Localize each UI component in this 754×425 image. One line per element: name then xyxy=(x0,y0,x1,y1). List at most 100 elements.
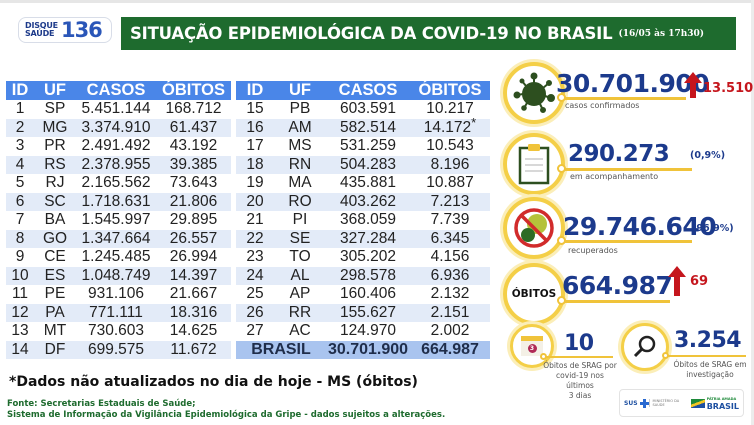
cell-casos: 1.245.485 xyxy=(81,248,151,266)
cell-casos: 1.718.631 xyxy=(76,192,156,211)
cell-obitos: 11.672 xyxy=(156,340,231,359)
cell-uf: AP xyxy=(289,285,311,303)
table-row: 25 AP 160.406 2.132 xyxy=(236,285,490,304)
cell-uf: RO xyxy=(274,192,326,211)
cell-id: 21 xyxy=(246,211,264,229)
table-row: 21 PI 368.059 7.739 xyxy=(236,211,490,230)
cell-uf: PI xyxy=(292,211,308,229)
cell-casos: 1.545.997 xyxy=(81,211,151,229)
srag-recent-label: Óbitos de SRAG por covid-19 nos últimos … xyxy=(542,361,618,401)
clipboard-icon xyxy=(518,144,550,185)
cell-id: 8 xyxy=(6,229,34,248)
cell-obitos: 6.936 xyxy=(410,266,490,285)
recovered-underline xyxy=(562,240,692,243)
deaths-underline xyxy=(562,300,670,303)
monitoring-label: em acompanhamento xyxy=(570,172,659,181)
cell-obitos: 26.557 xyxy=(156,229,231,248)
cell-id: 2 xyxy=(6,118,34,137)
cell-obitos: 21.667 xyxy=(169,285,218,303)
cell-obitos: 4.156 xyxy=(430,248,470,266)
cell-id: 6 xyxy=(6,192,34,211)
brasil-text: PÁTRIA AMADA BRASIL xyxy=(707,395,739,411)
table-row: 7 BA 1.545.997 29.895 xyxy=(6,211,231,230)
table-row: 12 PA 771.111 18.316 xyxy=(6,303,231,322)
cell-casos: 2.165.562 xyxy=(81,174,151,192)
col-header-uf: UF xyxy=(274,81,326,100)
srag-recent-underline xyxy=(545,356,613,358)
cell-uf: MT xyxy=(43,322,67,340)
cell-casos: 603.591 xyxy=(339,100,397,118)
cell-casos: 327.284 xyxy=(326,229,410,248)
table-row: 26 RR 155.627 2.151 xyxy=(236,303,490,322)
srag-recent-value: 10 xyxy=(564,331,594,356)
srag-investigation-icon-circle xyxy=(621,323,669,371)
cell-id: 10 xyxy=(6,266,34,285)
deaths-delta: 69 xyxy=(690,274,709,289)
monitoring-dot xyxy=(557,164,566,173)
srag-recent-label-line3: 3 dias xyxy=(568,391,592,400)
deaths-value: 664.987 xyxy=(562,271,673,300)
cell-obitos: 2.002 xyxy=(430,322,470,340)
cell-id: 19 xyxy=(246,174,264,192)
calendar-icon: 3 xyxy=(521,336,543,356)
cell-id: 11 xyxy=(11,285,29,303)
cell-id: 13 xyxy=(11,322,29,340)
cell-uf: AM xyxy=(274,118,326,137)
cell-id: 24 xyxy=(236,266,274,285)
cell-obitos: 21.806 xyxy=(156,192,231,211)
cell-id: 4 xyxy=(6,155,34,174)
cell-uf: PE xyxy=(44,285,66,303)
cell-id: 3 xyxy=(15,137,25,155)
cell-uf: DF xyxy=(34,340,76,359)
cell-obitos: 14.172* xyxy=(410,115,490,137)
cell-id: 9 xyxy=(15,248,25,266)
ministry-logo: MINISTÉRIO DA SAÚDE xyxy=(648,399,691,407)
col-header-casos: CASOS xyxy=(76,81,156,100)
cell-id: 1 xyxy=(15,100,25,118)
cell-uf: GO xyxy=(34,229,76,248)
cell-obitos: 39.385 xyxy=(156,155,231,174)
srag-recent-icon-circle: 3 xyxy=(510,324,554,368)
cell-obitos: 8.196 xyxy=(410,155,490,174)
government-logos: SUS MINISTÉRIO DA SAÚDE PÁTRIA AMADA BRAS… xyxy=(619,389,744,417)
cell-obitos: 2.151 xyxy=(410,303,490,322)
cell-id: 18 xyxy=(236,155,274,174)
cell-uf: MS xyxy=(288,137,312,155)
cell-casos: 305.202 xyxy=(339,248,397,266)
cell-casos: 160.406 xyxy=(339,285,397,303)
table-row: 3 PR 2.491.492 43.192 xyxy=(6,137,231,156)
no-virus-icon xyxy=(514,208,554,248)
table-row: 16 AM 582.514 14.172* xyxy=(236,115,490,137)
recovered-dot xyxy=(557,236,566,245)
srag-investigation-label-line2: investigação xyxy=(686,370,734,379)
col-header-uf: UF xyxy=(34,81,76,100)
deaths-icon-circle: ÓBITOS xyxy=(503,263,565,325)
recovered-icon-circle xyxy=(503,197,565,259)
cell-uf: SP xyxy=(44,100,66,118)
deaths-badge: ÓBITOS xyxy=(511,288,557,300)
table-header-row: ID UF CASOS ÓBITOS xyxy=(6,81,231,100)
footnote: *Dados não atualizados no dia de hoje - … xyxy=(9,374,418,390)
table-row: 1 SP 5.451.144 168.712 xyxy=(6,100,231,119)
table-header-row: ID UF CASOS ÓBITOS xyxy=(236,81,490,100)
table-row: 17 MS 531.259 10.543 xyxy=(236,137,490,156)
srag-investigation-label: Óbitos de SRAG em investigação xyxy=(668,360,752,380)
table-row: 19 MA 435.881 10.887 xyxy=(236,174,490,193)
total-label: BRASIL xyxy=(236,340,326,359)
col-header-id: ID xyxy=(6,81,34,100)
cell-casos: 298.578 xyxy=(326,266,410,285)
cell-uf: PA xyxy=(34,303,76,322)
table-row: 24 AL 298.578 6.936 xyxy=(236,266,490,285)
table-row: 2 MG 3.374.910 61.437 xyxy=(6,118,231,137)
table-row: 8 GO 1.347.664 26.557 xyxy=(6,229,231,248)
virus-icon xyxy=(513,72,555,113)
recovered-pct: (96,9%) xyxy=(692,223,734,234)
cell-casos: 3.374.910 xyxy=(76,118,156,137)
cell-uf: CE xyxy=(44,248,66,266)
cell-casos: 504.283 xyxy=(326,155,410,174)
cell-uf: RS xyxy=(34,155,76,174)
cell-obitos: 73.643 xyxy=(169,174,218,192)
cell-casos: 582.514 xyxy=(326,118,410,137)
top-border xyxy=(0,0,754,3)
brasil-logo: PÁTRIA AMADA BRASIL xyxy=(690,395,739,411)
